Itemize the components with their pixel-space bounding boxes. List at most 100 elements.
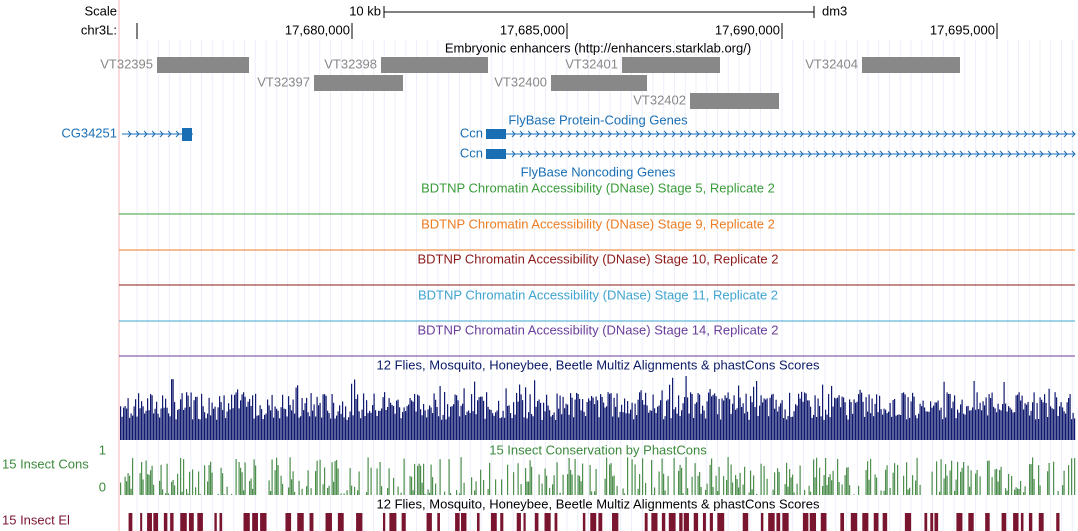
multiz-bar [627, 401, 629, 440]
multiz-bar [613, 397, 615, 440]
multiz-bar [420, 409, 422, 440]
phastcons-bar [568, 457, 570, 495]
phastcons-bar [678, 470, 680, 495]
strand-arrow [1055, 150, 1060, 158]
multiz-bar [409, 397, 411, 440]
phastcons-bar [517, 463, 519, 495]
phastcons-bar [1014, 489, 1016, 495]
phastcons-bar [243, 490, 245, 495]
multiz-bar [471, 394, 473, 440]
strand-arrow [615, 130, 620, 138]
multiz-bar [246, 406, 248, 440]
multiz-bar [543, 402, 545, 440]
multiz-bar [355, 398, 357, 440]
strand-arrow [999, 130, 1004, 138]
phastcons-bar [129, 475, 131, 495]
strand-arrow [991, 130, 996, 138]
phastcons-bar [903, 475, 905, 495]
enhancer [314, 75, 403, 91]
axis-label: 1 [99, 442, 106, 457]
strand-arrow [567, 150, 572, 158]
multiz-bar [337, 411, 339, 440]
strand-arrow [927, 150, 932, 158]
enhancer [622, 57, 720, 73]
element [490, 513, 497, 531]
multiz-bar [400, 418, 402, 440]
phastcons-bar [997, 481, 999, 495]
phastcons-bar [987, 460, 989, 495]
multiz-bar [126, 408, 128, 440]
multiz-bar [213, 408, 215, 440]
multiz-bar [591, 396, 593, 440]
multiz-bar [195, 396, 197, 440]
strand-arrow [855, 150, 860, 158]
phastcons-bar [127, 473, 129, 495]
element [285, 513, 292, 531]
element [904, 513, 912, 531]
phastcons-bar [955, 479, 957, 495]
multiz-bar [646, 405, 648, 440]
multiz-bar [285, 409, 287, 440]
multiz-bar [691, 393, 693, 440]
phastcons-bar [682, 493, 684, 495]
phastcons-bar [1024, 486, 1026, 495]
phastcons-bar [460, 457, 462, 495]
phastcons-bar [799, 465, 801, 495]
enhancer-label: VT32402 [633, 92, 686, 107]
multiz-bar [661, 390, 663, 440]
multiz-bar [1021, 395, 1023, 440]
multiz-bar [939, 410, 941, 440]
phastcons-bar [207, 481, 209, 495]
phastcons-bar [730, 464, 732, 495]
gene-label: Ccn [460, 145, 483, 160]
scale-bar [383, 6, 815, 18]
element [214, 513, 217, 531]
multiz-bar [393, 406, 395, 440]
phastcons-bar [916, 457, 918, 495]
multiz-bar [345, 406, 347, 440]
multiz-bar [1029, 415, 1031, 440]
phastcons-bar [819, 467, 821, 495]
multiz-bar [819, 406, 821, 440]
phastcons-bar [945, 464, 947, 495]
multiz-bar [237, 389, 239, 440]
strand-arrow [639, 130, 644, 138]
multiz-bar [784, 409, 786, 440]
phastcons-bar [883, 490, 885, 495]
scale-bar-label: 10 kb [349, 3, 381, 18]
phastcons-bar [826, 485, 828, 495]
phastcons-bar [483, 479, 485, 495]
phastcons-bar [549, 487, 551, 495]
strand-arrow [527, 130, 532, 138]
multiz-bar [244, 396, 246, 440]
element [437, 513, 440, 531]
phastcons-bar [867, 461, 869, 495]
multiz-bar [144, 413, 146, 440]
strand-arrow [1031, 130, 1036, 138]
multiz-bar [517, 401, 519, 440]
phastcons-bar [241, 472, 243, 495]
multiz-bar [123, 407, 125, 440]
multiz-bar [327, 410, 329, 440]
multiz-bar [313, 404, 315, 440]
multiz-bar [721, 398, 723, 440]
multiz-bar [979, 402, 981, 440]
multiz-bar [364, 415, 366, 440]
multiz-bar [1006, 411, 1008, 440]
multiz-bar [562, 396, 564, 440]
multiz-bar [682, 403, 684, 440]
phastcons-bar [663, 473, 665, 495]
multiz-bar [889, 403, 891, 440]
multiz-bar [286, 416, 288, 440]
multiz-bar [879, 395, 881, 440]
phastcons-bar [501, 479, 503, 495]
phastcons-bar [439, 459, 441, 495]
multiz-bar [1020, 400, 1022, 440]
phastcons-bar [963, 462, 965, 495]
strand-arrow [967, 150, 972, 158]
strand-arrow [927, 130, 932, 138]
phastcons-bar [172, 479, 174, 495]
enhancer-label: VT32398 [324, 56, 377, 71]
multiz-bar [333, 402, 335, 440]
multiz-bar [766, 398, 768, 440]
